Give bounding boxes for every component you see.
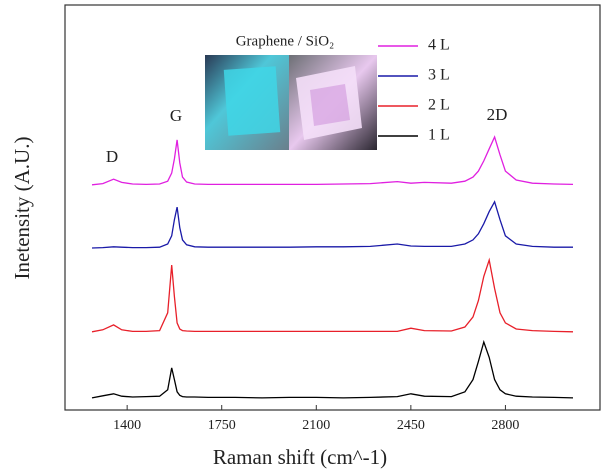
x-axis-label: Raman shift (cm^-1) xyxy=(213,445,387,469)
x-tick-label: 2100 xyxy=(302,418,330,433)
chart: Graphene / SiO₂ Raman shift (cm^-1) Inet… xyxy=(0,0,608,472)
legend-label: 4 L xyxy=(428,37,450,54)
x-tick-label: 2800 xyxy=(491,418,519,433)
spectrum-line xyxy=(92,202,573,248)
legend-label: 2 L xyxy=(428,97,450,114)
x-tick-label: 1400 xyxy=(113,418,141,433)
peak-annotation: D xyxy=(106,147,118,166)
x-tick-label: 1750 xyxy=(208,418,236,433)
legend-label: 1 L xyxy=(428,127,450,144)
x-tick-label: 2450 xyxy=(397,418,425,433)
y-axis-label: Inetensity (A.U.) xyxy=(10,137,34,280)
spectrum-line xyxy=(92,260,573,332)
peak-annotation: G xyxy=(170,106,182,125)
spectrum-line xyxy=(92,342,573,398)
legend-label: 3 L xyxy=(428,67,450,84)
peak-annotation: 2D xyxy=(487,105,508,124)
inset-photo xyxy=(205,55,377,150)
inset-title: Graphene / SiO₂ xyxy=(236,33,335,49)
